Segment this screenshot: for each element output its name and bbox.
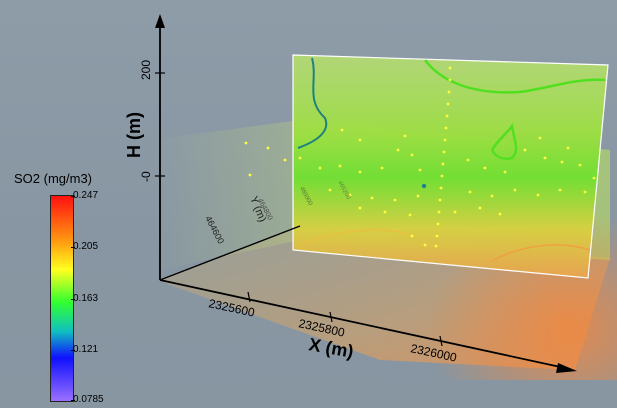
x-axis: [159, 279, 566, 369]
legend-tick-min: 0.0785: [71, 394, 104, 405]
contour-yellow-low: [299, 229, 411, 246]
slice-outline: [292, 54, 609, 279]
x-tick-3: [439, 335, 443, 347]
h-tick-label-200: 200: [139, 60, 153, 80]
legend-tick-4: 0.121: [70, 344, 99, 355]
x-axis-arrow: [556, 363, 577, 373]
contour-teal: [297, 57, 328, 149]
colorbar: [50, 195, 74, 402]
contour-green-top: [424, 59, 606, 94]
contour-green-mid: [490, 122, 518, 160]
y-axis: [159, 225, 301, 281]
legend-title: SO2 (mg/m3): [14, 171, 93, 186]
source-marker: [421, 183, 427, 189]
contour-orange-low: [489, 244, 591, 263]
legend-tick-max: 0.247: [70, 190, 99, 201]
h-axis-arrow: [155, 14, 165, 28]
color-legend: SO2 (mg/m3) 0.247 0.205 0.163 0.121 0.07…: [0, 0, 140, 408]
h-axis-label: H (m): [124, 112, 144, 158]
legend-tick-3: 0.163: [70, 293, 99, 304]
legend-tick-2: 0.205: [70, 241, 99, 252]
x-tick-2: [329, 311, 333, 323]
concentration-slice: [293, 55, 608, 278]
sample-points: [244, 66, 596, 248]
h-tick-label-0: -0: [139, 171, 153, 182]
x-tick-1: [247, 291, 251, 303]
